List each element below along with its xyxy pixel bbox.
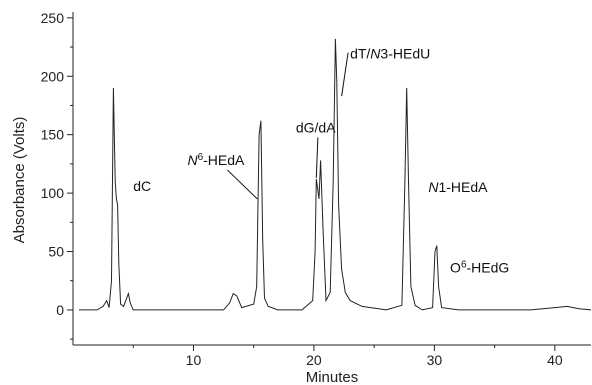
annotation-leader-line [227, 169, 258, 200]
x-axis-title: Minutes [306, 369, 359, 385]
y-tick-label: 50 [48, 244, 64, 260]
peak-label: N1-HEdA [428, 179, 488, 195]
peak-label: dG/dA [296, 119, 336, 135]
chromatogram-trace [79, 38, 592, 311]
x-tick-label: 20 [306, 352, 322, 368]
ticks: 10 20 30 40 0 50 100 150 200 250 [41, 10, 563, 368]
y-tick-label: 0 [56, 302, 64, 318]
peak-label: dC [133, 178, 151, 194]
y-tick-label: 150 [41, 127, 65, 143]
axes [72, 12, 591, 346]
y-tick-label: 250 [41, 10, 65, 26]
annotation-leader-line [341, 52, 349, 97]
y-tick-label: 200 [41, 68, 65, 84]
y-axis-title: Absorbance (Volts) [11, 117, 28, 244]
y-tick-label: 100 [41, 185, 65, 201]
x-tick-label: 10 [186, 352, 202, 368]
peak-label: N6-HEdA [187, 152, 245, 169]
annotation-leader-line [315, 137, 319, 178]
peak-label: dT/N3-HEdU [350, 46, 430, 62]
peak-annotations: dC N6-HEdA dG/dA dT/N3-HEdU N1-HEdA O6-HEdG [133, 46, 509, 276]
x-tick-label: 40 [547, 352, 563, 368]
x-tick-label: 30 [427, 352, 443, 368]
peak-label: O6-HEdG [450, 259, 509, 276]
